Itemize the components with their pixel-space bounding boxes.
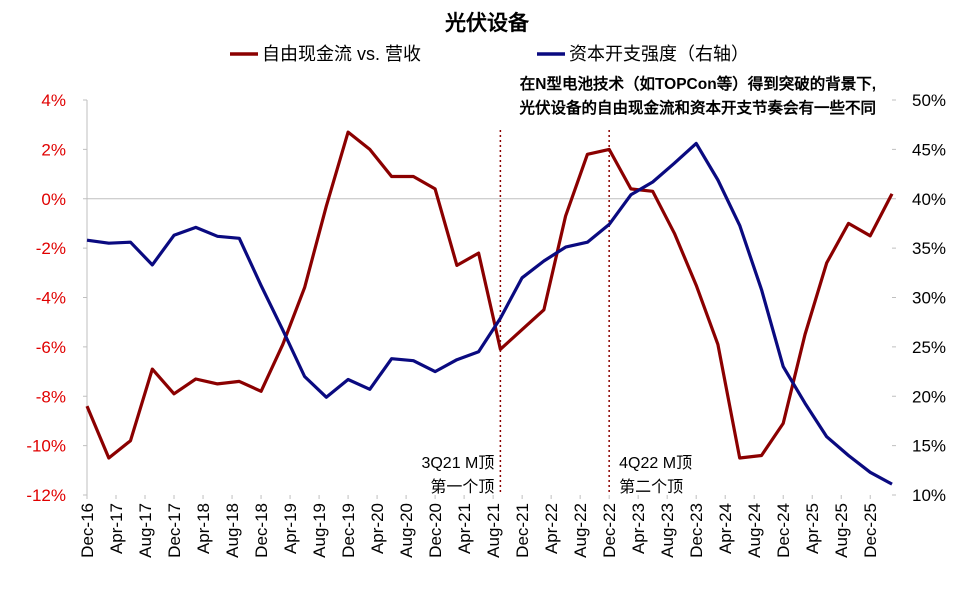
note-text: 在N型电池技术（如TOPCon等）得到突破的背景下,	[520, 74, 876, 93]
chart-title: 光伏设备	[444, 11, 530, 35]
y2-tick-label: 45%	[912, 140, 946, 159]
y-tick-label: 0%	[41, 190, 66, 209]
x-tick-label: Apr-23	[629, 503, 648, 554]
y-tick-label: -2%	[36, 239, 66, 258]
y-tick-label: 4%	[41, 91, 66, 110]
y-tick-label: -12%	[26, 486, 66, 505]
annotation-text: 3Q21 M顶	[421, 454, 494, 472]
x-tick-label: Apr-18	[194, 503, 213, 554]
y2-tick-label: 50%	[912, 91, 946, 110]
x-tick-label: Apr-25	[803, 503, 822, 554]
x-tick-label: Dec-25	[861, 503, 880, 558]
x-tick-label: Aug-23	[658, 503, 677, 558]
x-tick-label: Dec-22	[600, 503, 619, 558]
x-tick-label: Aug-20	[397, 503, 416, 558]
y2-tick-label: 20%	[912, 387, 946, 406]
x-tick-label: Apr-21	[455, 503, 474, 554]
x-tick-label: Aug-18	[223, 503, 242, 558]
note-text: 光伏设备的自由现金流和资本开支节奏会有一些不同	[518, 98, 876, 117]
x-tick-label: Apr-20	[368, 503, 387, 554]
x-tick-label: Dec-17	[165, 503, 184, 558]
series-line	[85, 130, 894, 460]
y-tick-label: 2%	[41, 140, 66, 159]
x-tick-label: Aug-19	[310, 503, 329, 558]
x-tick-label: Aug-22	[571, 503, 590, 558]
x-tick-label: Apr-22	[542, 503, 561, 554]
x-tick-label: Apr-17	[107, 503, 126, 554]
x-tick-label: Aug-25	[832, 503, 851, 558]
series-line	[86, 141, 893, 486]
annotation-text: 第一个顶	[430, 478, 494, 496]
y2-tick-label: 15%	[912, 437, 946, 456]
x-tick-label: Dec-21	[513, 503, 532, 558]
y2-tick-label: 10%	[912, 486, 946, 505]
x-tick-label: Apr-24	[716, 503, 735, 554]
x-tick-label: Dec-18	[252, 503, 271, 558]
x-tick-label: Apr-19	[281, 503, 300, 554]
y2-tick-label: 35%	[912, 239, 946, 258]
y-tick-label: -10%	[26, 437, 66, 456]
y2-tick-label: 30%	[912, 289, 946, 308]
legend-label: 资本开支强度（右轴）	[569, 44, 749, 64]
legend-label: 自由现金流 vs. 营收	[262, 44, 421, 64]
x-tick-label: Dec-19	[339, 503, 358, 558]
y2-tick-label: 25%	[912, 338, 946, 357]
x-tick-label: Aug-17	[136, 503, 155, 558]
annotation-text: 第二个顶	[619, 478, 683, 496]
annotation-text: 4Q22 M顶	[619, 454, 692, 472]
y-tick-label: -4%	[36, 289, 66, 308]
y-tick-label: -8%	[36, 387, 66, 406]
y2-tick-label: 40%	[912, 190, 946, 209]
x-tick-label: Dec-23	[687, 503, 706, 558]
x-tick-label: Aug-24	[745, 503, 764, 558]
x-tick-label: Dec-16	[78, 503, 97, 558]
x-tick-label: Dec-24	[774, 503, 793, 558]
y-tick-label: -6%	[36, 338, 66, 357]
x-tick-label: Aug-21	[484, 503, 503, 558]
x-tick-label: Dec-20	[426, 503, 445, 558]
